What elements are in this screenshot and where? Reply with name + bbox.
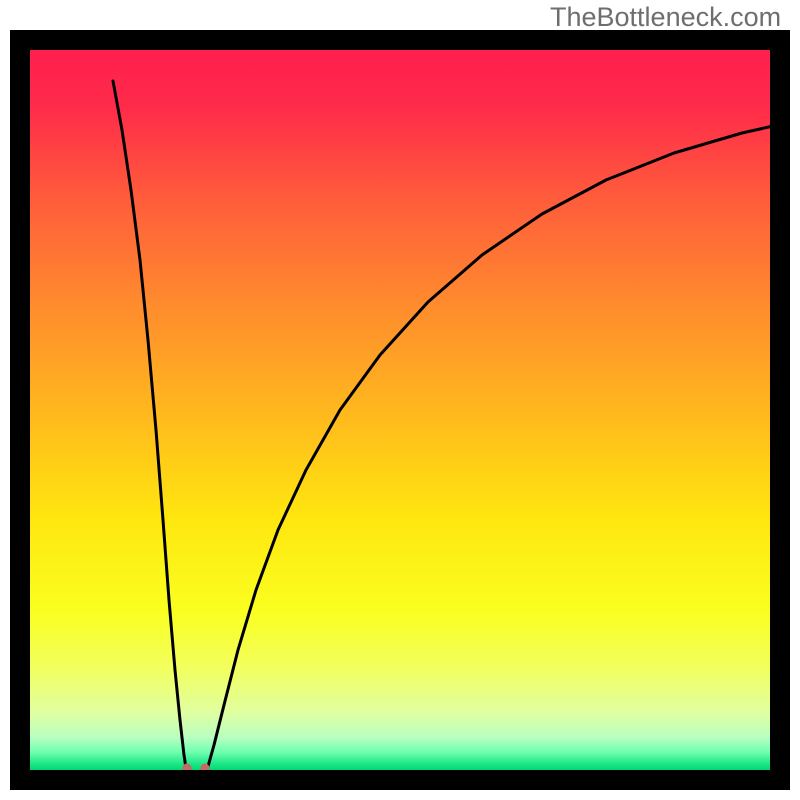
plot-frame (10, 30, 790, 790)
watermark-text: TheBottleneck.com (550, 2, 781, 33)
chart-stage: TheBottleneck.com (0, 0, 800, 800)
